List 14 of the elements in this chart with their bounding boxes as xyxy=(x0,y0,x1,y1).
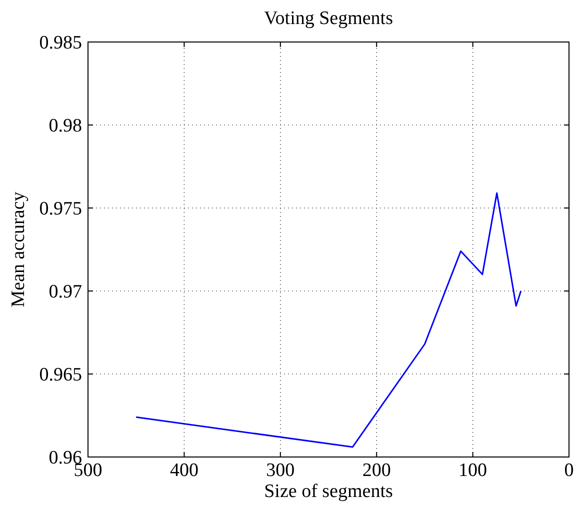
chart-title: Voting Segments xyxy=(264,8,393,29)
y-tick-label: 0.965 xyxy=(39,364,82,386)
x-axis-title: Size of segments xyxy=(264,481,393,502)
y-tick-label: 0.97 xyxy=(48,282,82,303)
y-tick-label: 0.985 xyxy=(39,32,82,54)
y-tick-label: 0.98 xyxy=(48,116,82,137)
x-tick-label: 200 xyxy=(362,460,391,481)
y-axis-title: Mean accuracy xyxy=(8,191,29,308)
x-tick-label: 400 xyxy=(170,460,198,481)
y-tick-label: 0.975 xyxy=(39,198,82,220)
x-tick-label: 100 xyxy=(458,460,488,481)
line-series xyxy=(135,192,522,448)
x-tick-label: 300 xyxy=(266,460,295,481)
x-tick-label: 0 xyxy=(564,460,574,481)
